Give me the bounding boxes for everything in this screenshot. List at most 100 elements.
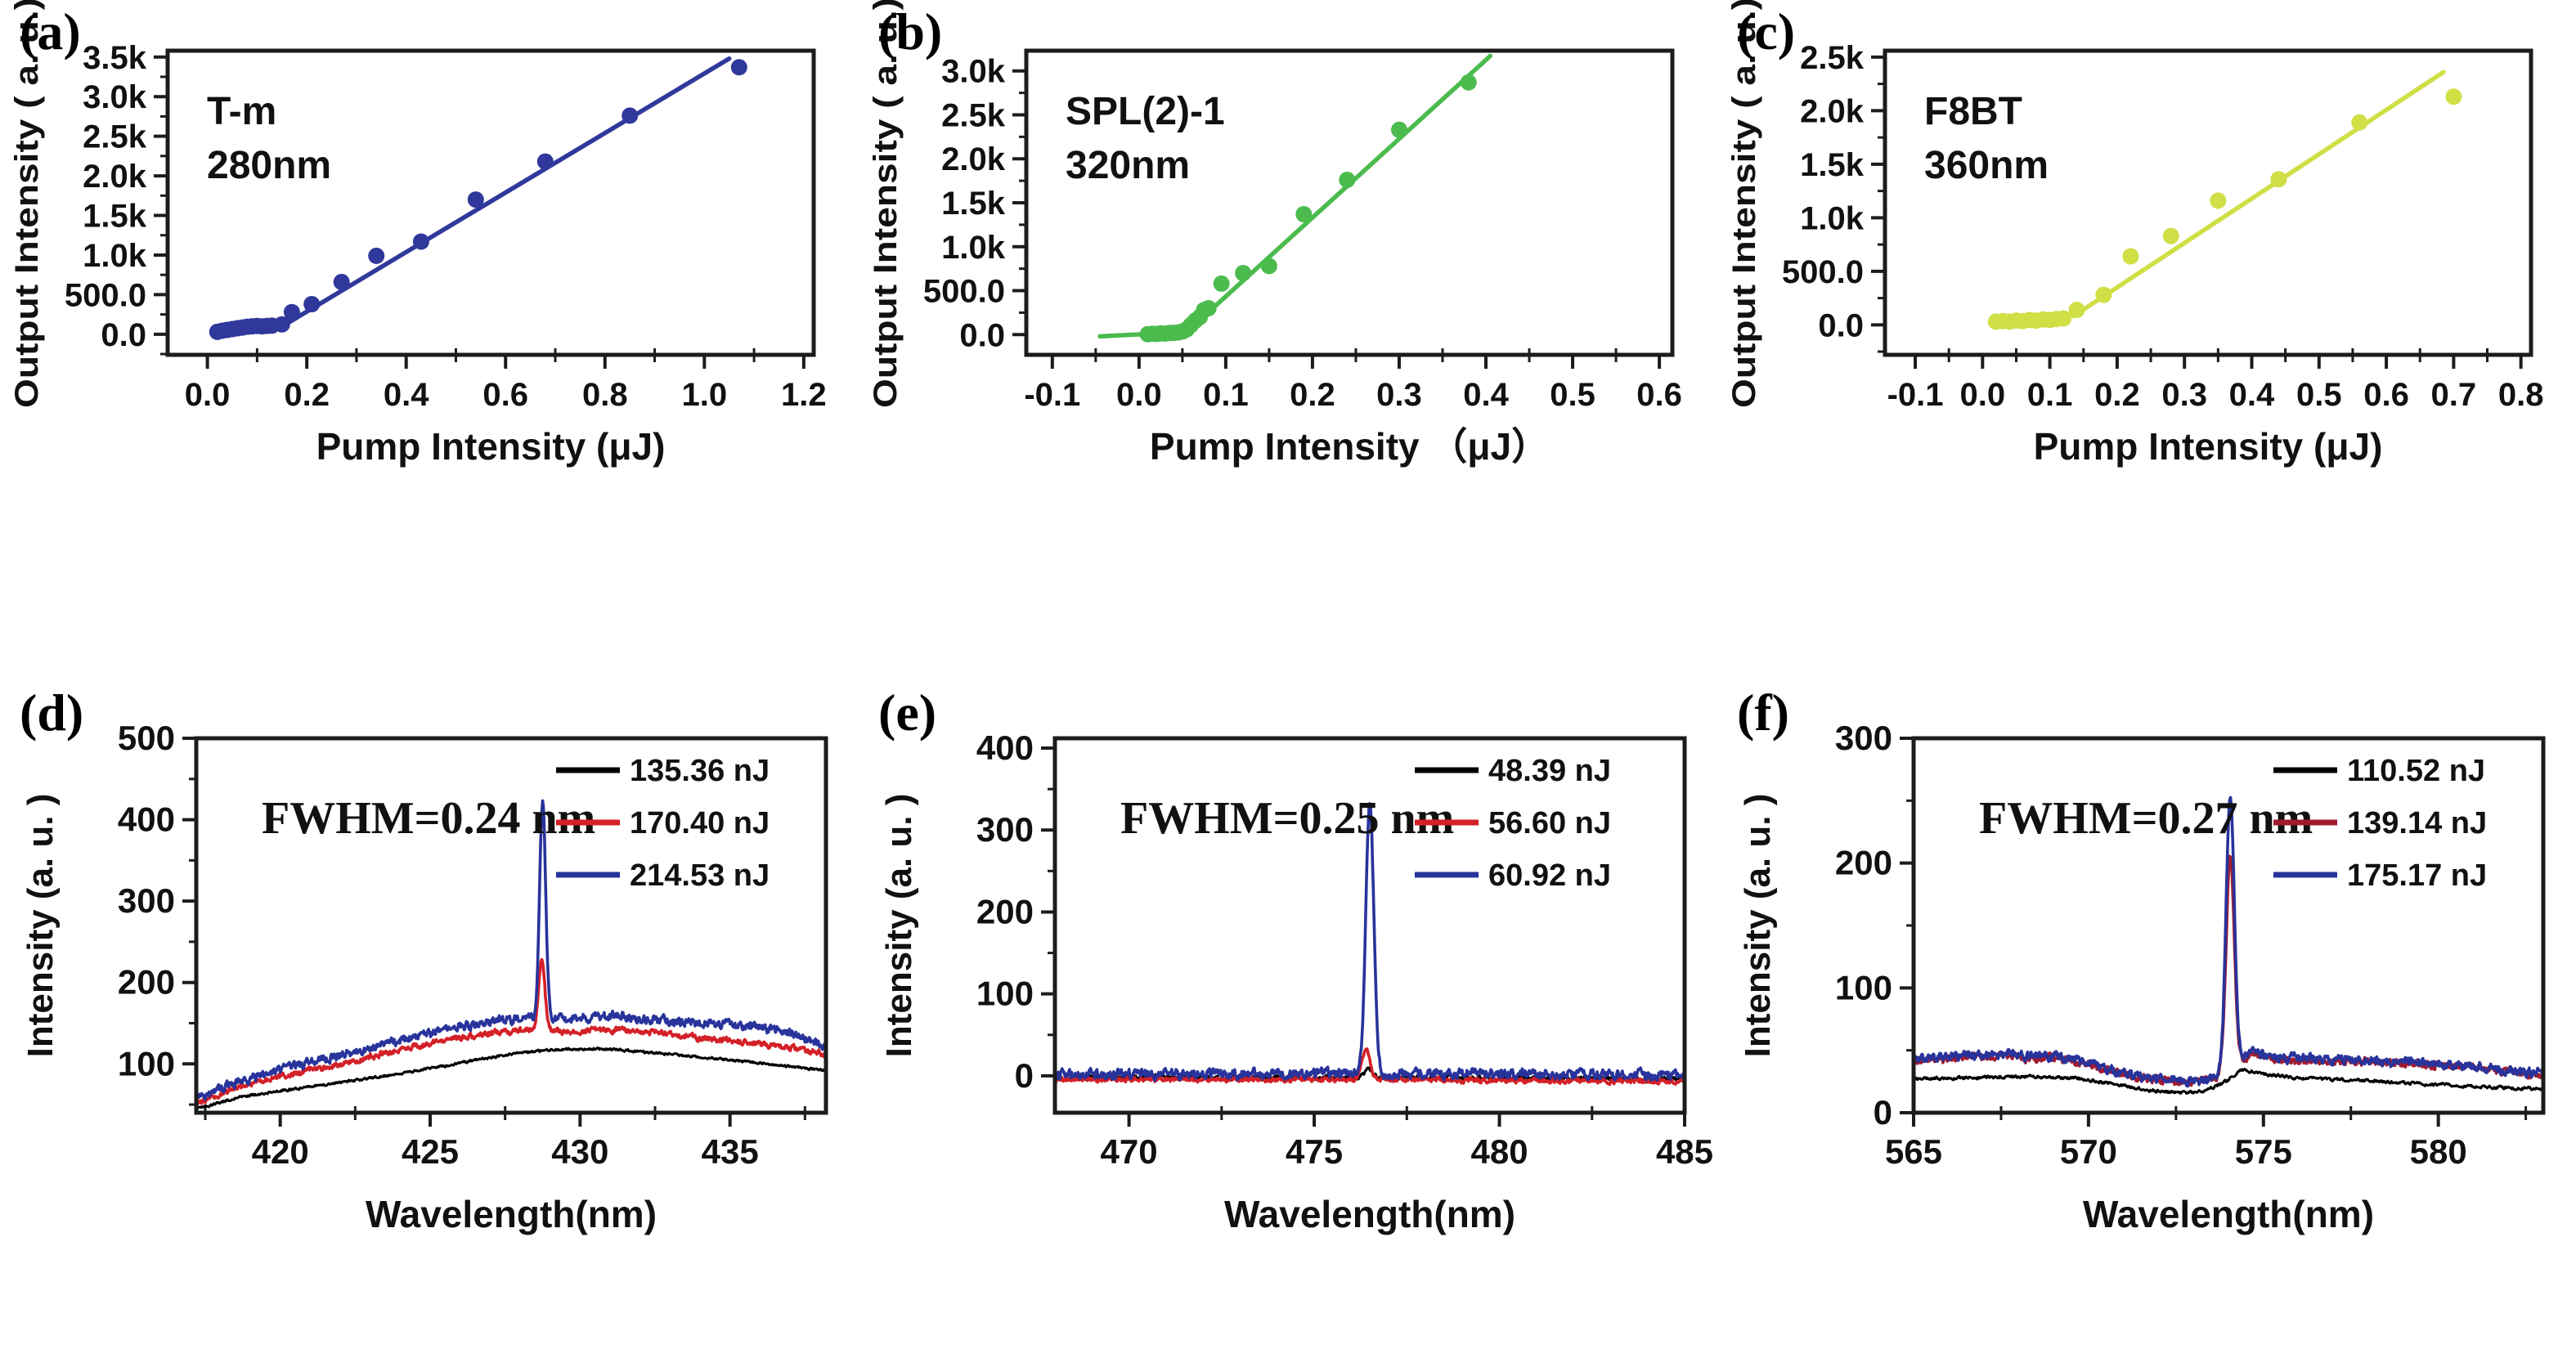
x-tick-label: 0.4 xyxy=(1463,377,1509,413)
data-points xyxy=(209,59,747,340)
panel-label-f: (f) xyxy=(1737,683,1789,742)
x-tick-label: 0.0 xyxy=(1960,377,2006,413)
x-tick-label: 0.6 xyxy=(1636,377,1682,413)
fit-line xyxy=(2071,69,2446,319)
y-tick-label: 0.0 xyxy=(959,317,1005,353)
x-tick-label: 0.2 xyxy=(284,377,330,413)
y-tick-label: 0.0 xyxy=(1818,307,1864,343)
data-point xyxy=(536,153,554,170)
inset-title: SPL(2)-1 xyxy=(1066,90,1225,133)
data-point xyxy=(730,59,747,76)
axes: -0.1 0.0 0.1 0.2 0.3 0.4 0.5 0.6 0.7 0.8 0.0 500.0 1… xyxy=(1782,40,2544,413)
x-tick-label: 0.7 xyxy=(2431,377,2477,413)
y-tick-label: 100 xyxy=(1835,968,1892,1006)
y-tick-label: 400 xyxy=(976,728,1034,767)
x-axis-label: Wavelength(nm) xyxy=(366,1193,657,1235)
chart-a-output-vs-pump: 0.0 0.2 0.4 0.6 0.8 1.0 1.2 0.0 500.01.0k1.5k 2.0… xyxy=(9,0,827,468)
data-points xyxy=(1139,74,1477,343)
legend-entry: 175.17 nJ xyxy=(2347,858,2487,893)
y-tick-label: 300 xyxy=(118,881,175,920)
legend-entry: 170.40 nJ xyxy=(630,806,770,840)
y-tick-label: 2.0k xyxy=(1800,93,1865,129)
data-point xyxy=(368,247,385,264)
x-tick-label: 0.5 xyxy=(1550,377,1595,413)
data-point xyxy=(467,191,484,208)
spectrum-line xyxy=(196,957,826,1105)
y-axis-label: Output Intensity ( a. u.) xyxy=(9,0,45,408)
x-tick-label: 0.0 xyxy=(185,377,231,413)
y-tick-label: 2.0k xyxy=(83,159,147,195)
data-point xyxy=(622,107,639,124)
x-tick-label: 0.0 xyxy=(1116,377,1162,413)
data-point xyxy=(2210,192,2227,209)
y-tick-label: 3.5k xyxy=(83,40,147,76)
y-tick-label: 3.0k xyxy=(83,79,147,115)
data-point xyxy=(2055,310,2072,327)
chart-f-spectra: 565 570 575 580 0 100 200 300 Wavelength(nm) Inte… xyxy=(1738,719,2546,1235)
y-tick-label: 2.5k xyxy=(83,119,147,155)
y-tick-label: 100 xyxy=(118,1044,175,1082)
x-tick-label: 470 xyxy=(1101,1132,1158,1171)
spectrum-line xyxy=(196,1046,826,1111)
x-axis-label: Wavelength(nm) xyxy=(1224,1193,1515,1235)
data-point xyxy=(1200,300,1217,316)
data-point xyxy=(1235,265,1252,281)
spectra-curves xyxy=(196,799,826,1111)
data-point xyxy=(2445,88,2462,105)
x-tick-label: 425 xyxy=(402,1132,459,1171)
y-tick-label: 500.0 xyxy=(1782,254,1864,290)
spectrum-line xyxy=(1055,1047,1685,1087)
panel-label-a: (a) xyxy=(20,2,81,61)
panel-label-d: (d) xyxy=(20,683,84,742)
x-tick-label: 0.5 xyxy=(2296,377,2342,413)
panel-a: (a) 0.0 0.2 0.4 0.6 0.8 1.0 1.2 0.0 500.0 1.0k 1.5… xyxy=(0,0,859,674)
legend-entry: 60.92 nJ xyxy=(1488,858,1611,893)
plot-box-overlay xyxy=(194,736,828,1115)
spectra-curves xyxy=(1914,796,2543,1095)
data-point xyxy=(1460,74,1477,91)
y-tick-label: 500 xyxy=(118,719,175,757)
data-point xyxy=(2122,248,2139,265)
data-point xyxy=(283,303,300,320)
data-point xyxy=(1213,275,1230,292)
plot-box-overlay xyxy=(1052,736,1687,1115)
panel-label-c: (c) xyxy=(1737,2,1796,61)
fwhm-label: FWHM=0.24 nm xyxy=(262,793,595,844)
x-tick-label: 0.6 xyxy=(2363,377,2409,413)
data-point xyxy=(2095,286,2112,303)
x-tick-label: 570 xyxy=(2060,1132,2117,1171)
y-tick-label: 500.0 xyxy=(65,277,146,313)
chart-d-spectra: 420 425 430 435 100 200 300 400 500 Wavelength(nm… xyxy=(20,719,828,1235)
x-tick-label: 0.2 xyxy=(1290,377,1335,413)
x-tick-label: 0.3 xyxy=(1376,377,1422,413)
inset-title: 360nm xyxy=(1924,144,2049,187)
y-axis-label: Intensity (a. u. ) xyxy=(879,794,919,1058)
y-axis-label: Output Intensity ( a. u.) xyxy=(868,0,904,408)
y-tick-label: 1.0k xyxy=(1800,200,1865,236)
legend-entry: 214.53 nJ xyxy=(630,858,770,893)
spectrum-line xyxy=(1055,801,1685,1082)
data-points xyxy=(1987,88,2462,330)
panel-d: (d) 420 425 430 435 100 200 300 400 500 Wavelengt… xyxy=(0,674,859,1349)
y-tick-label: 1.5k xyxy=(941,186,1006,222)
y-tick-label: 2.5k xyxy=(941,97,1006,133)
inset-title: F8BT xyxy=(1924,90,2022,133)
x-tick-label: 485 xyxy=(1656,1132,1713,1171)
data-point xyxy=(273,316,290,333)
y-tick-label: 200 xyxy=(976,892,1034,930)
x-tick-label: -0.1 xyxy=(1887,377,1944,413)
x-tick-label: -0.1 xyxy=(1024,377,1080,413)
y-tick-label: 200 xyxy=(118,963,175,1002)
x-tick-label: 420 xyxy=(252,1132,309,1171)
data-point xyxy=(2270,171,2287,188)
x-tick-label: 0.6 xyxy=(482,377,528,413)
inset-title: T-m xyxy=(207,90,276,133)
y-tick-label: 100 xyxy=(976,975,1034,1013)
x-tick-label: 475 xyxy=(1286,1132,1343,1171)
data-point xyxy=(303,296,321,312)
x-tick-label: 1.0 xyxy=(682,377,728,413)
y-tick-label: 1.5k xyxy=(83,199,147,235)
x-tick-label: 0.1 xyxy=(1203,377,1249,413)
axes: 470 475 480 485 0 100 200 300 400 xyxy=(976,728,1713,1171)
